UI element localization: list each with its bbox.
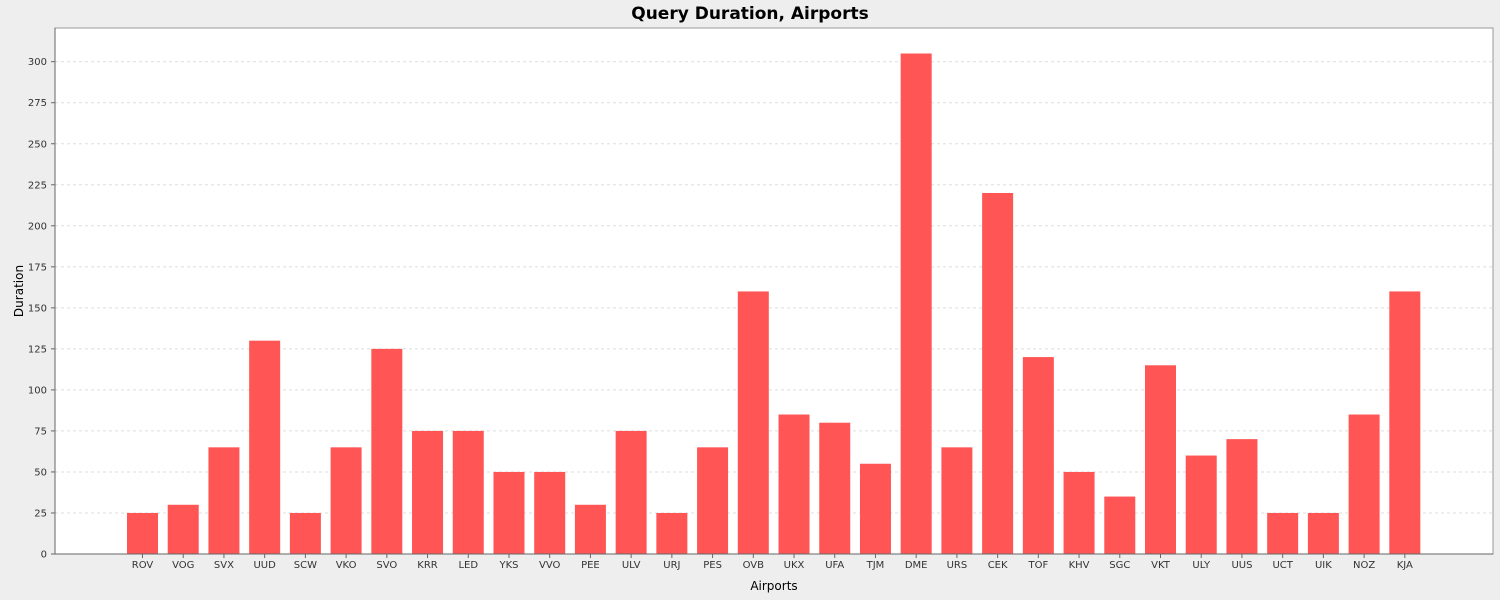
x-tick-label: SVX (214, 560, 234, 571)
bar-led (452, 430, 484, 554)
y-tick-label: 25 (34, 508, 47, 519)
chart-title: Query Duration, Airports (631, 4, 869, 24)
bar-svo (371, 348, 403, 554)
bar-tjm (859, 463, 891, 554)
x-tick-label: VKO (336, 560, 357, 571)
bar-vvo (534, 471, 566, 554)
x-tick-label: LED (458, 560, 478, 571)
bar-scw (289, 512, 321, 554)
bar-noz (1348, 414, 1380, 554)
y-tick-label: 150 (28, 303, 47, 314)
bar-khv (1063, 471, 1095, 554)
x-tick-label: UKX (784, 560, 805, 571)
x-tick-label: URJ (663, 560, 680, 571)
y-tick-label: 50 (34, 467, 47, 478)
x-tick-label: PEE (581, 560, 600, 571)
x-axis-label: Airports (750, 579, 797, 593)
x-tick-label: YKS (498, 560, 518, 571)
x-tick-label: UUS (1231, 560, 1252, 571)
y-tick-label: 100 (28, 385, 47, 396)
bar-rov (127, 512, 158, 554)
x-tick-label: VOG (172, 560, 194, 571)
bar-ukx (778, 414, 810, 554)
bars (127, 53, 1421, 555)
x-tick-label: VKT (1151, 560, 1171, 571)
bar-uct (1267, 512, 1299, 554)
x-axis-ticks: ROV VOG SVX UUD SCW VKO SVO KRR LED YKS VVO PEE ULV U… (132, 554, 1413, 571)
bar-tof (1022, 357, 1054, 554)
bar-vog (167, 504, 199, 554)
bar-kja (1389, 291, 1421, 554)
bar-ufa (819, 422, 851, 554)
y-axis-label: Duration (12, 265, 26, 317)
y-tick-label: 0 (41, 550, 47, 561)
y-tick-label: 275 (28, 98, 47, 109)
bar-uus (1226, 439, 1258, 554)
bar-svx (208, 447, 240, 554)
bar-urj (656, 512, 688, 554)
x-tick-label: ROV (132, 560, 154, 571)
bar-vkt (1145, 365, 1176, 554)
x-tick-label: VVO (539, 560, 561, 571)
x-tick-label: KJA (1397, 560, 1413, 571)
x-tick-label: ULV (622, 560, 641, 571)
x-tick-label: UUD (253, 560, 276, 571)
x-tick-label: OVB (743, 560, 765, 571)
bar-uud (249, 340, 281, 554)
bar-ulv (615, 430, 647, 554)
x-tick-label: UCT (1272, 560, 1293, 571)
x-tick-label: PES (703, 560, 722, 571)
x-tick-label: KHV (1069, 560, 1090, 571)
y-tick-label: 200 (28, 221, 47, 232)
x-tick-label: UIK (1315, 560, 1332, 571)
bar-pes (697, 447, 729, 554)
x-tick-label: CEK (988, 560, 1008, 571)
bar-urs (941, 447, 973, 554)
y-tick-label: 175 (28, 262, 47, 273)
x-tick-label: ULY (1192, 560, 1211, 571)
x-tick-label: URS (947, 560, 968, 571)
y-tick-label: 225 (28, 180, 47, 191)
x-tick-label: UFA (825, 560, 844, 571)
x-tick-label: SVO (376, 560, 397, 571)
bar-dme (900, 53, 932, 555)
bar-pee (574, 504, 606, 554)
bar-krr (412, 430, 444, 554)
x-tick-label: SCW (294, 560, 317, 571)
bar-vko (330, 447, 362, 554)
bar-cek (982, 192, 1014, 555)
y-tick-label: 300 (28, 57, 47, 68)
bar-ovb (737, 291, 769, 554)
x-tick-label: TJM (866, 560, 885, 571)
y-tick-label: 75 (34, 426, 47, 437)
y-axis-ticks: 0 25 50 75 100 125 150 175 200 225 250 275 300 (28, 57, 55, 561)
y-tick-label: 250 (28, 139, 47, 150)
bar-uly (1185, 455, 1217, 554)
x-tick-label: KRR (417, 560, 438, 571)
x-tick-label: TOF (1027, 560, 1048, 571)
x-tick-label: NOZ (1353, 560, 1375, 571)
bar-uik (1307, 512, 1339, 554)
x-tick-label: DME (905, 560, 928, 571)
bar-yks (493, 471, 525, 554)
bar-sgc (1104, 496, 1136, 554)
y-tick-label: 125 (28, 344, 47, 355)
x-tick-label: SGC (1109, 560, 1130, 571)
